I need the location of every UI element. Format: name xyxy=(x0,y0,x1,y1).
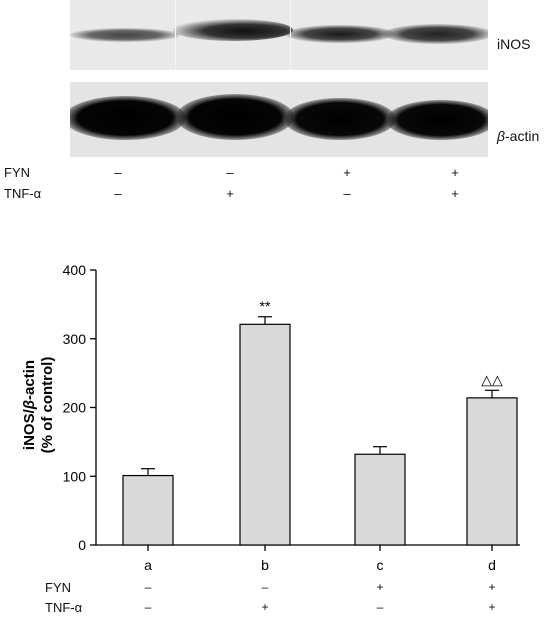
inos-blot xyxy=(70,0,488,70)
bar xyxy=(122,474,174,546)
y-tick-label: 0 xyxy=(78,537,86,553)
y-axis-label-line1: iNOS/β-actin xyxy=(21,360,38,450)
chart-fyn-sign: – xyxy=(144,580,152,594)
y-axis-label-part1: iNOS/ xyxy=(21,408,38,450)
y-tick-label: 100 xyxy=(63,468,87,484)
chart-fyn-label: FYN xyxy=(45,580,71,595)
inos-band-2 xyxy=(173,19,293,41)
bars: ** △△ xyxy=(122,298,518,546)
actin-band-3 xyxy=(284,98,396,140)
chart-tnf-sign: – xyxy=(376,600,384,614)
bar xyxy=(354,453,406,546)
blot-tnf-label: TNF-α xyxy=(4,186,42,201)
bar-chart: iNOS/β-actin (% of control) 0 100 200 300 40… xyxy=(21,262,520,573)
y-axis-label-beta: β xyxy=(21,400,38,410)
y-tick-label: 200 xyxy=(63,400,87,416)
x-tick-label: b xyxy=(261,557,269,573)
actin-band-1 xyxy=(70,96,186,140)
blot-fyn-sign-2: – xyxy=(226,165,234,180)
actin-label-beta: β xyxy=(497,128,505,144)
inos-band-3 xyxy=(285,25,395,43)
y-tick-label: 400 xyxy=(63,262,87,278)
blot-tnf-sign-1: – xyxy=(114,186,122,201)
inos-band-1 xyxy=(70,28,180,42)
x-tick-label: c xyxy=(377,557,384,573)
x-tick-label: d xyxy=(488,557,496,573)
chart-tnf-sign: – xyxy=(144,600,152,614)
blot-fyn-sign-4: + xyxy=(451,165,459,180)
actin-label-rest: -actin xyxy=(505,128,540,144)
chart-fyn-sign: – xyxy=(261,580,269,594)
y-tick-label: 300 xyxy=(63,331,87,347)
actin-band-2 xyxy=(176,94,294,140)
chart-tnf-sign: + xyxy=(488,600,496,614)
blot-fyn-label: FYN xyxy=(4,165,30,180)
x-tick-label: a xyxy=(144,557,152,573)
chart-fyn-sign: + xyxy=(488,580,496,594)
bar xyxy=(239,323,291,546)
chart-fyn-sign: + xyxy=(376,580,384,594)
blot-fyn-sign-1: – xyxy=(114,165,122,180)
blot-tnf-sign-3: – xyxy=(343,186,351,201)
blot-tnf-sign-4: + xyxy=(451,186,459,201)
blot-tnf-sign-2: + xyxy=(226,186,234,201)
chart-tnf-sign: + xyxy=(261,600,269,614)
chart-tnf-label: TNF-α xyxy=(45,600,83,615)
y-axis-label-line2: (% of control) xyxy=(39,357,56,454)
significance-marker: ** xyxy=(260,298,271,314)
inos-label: iNOS xyxy=(497,36,531,52)
actin-band-4 xyxy=(386,100,488,140)
significance-marker: △△ xyxy=(481,371,503,387)
blot-fyn-sign-3: + xyxy=(343,165,351,180)
y-axis-label: iNOS/β-actin (% of control) xyxy=(21,357,56,454)
y-axis-label-part2: -actin xyxy=(21,360,38,400)
actin-label: β-actin xyxy=(497,128,539,144)
inos-band-4 xyxy=(383,24,488,44)
bar xyxy=(466,397,518,546)
actin-blot xyxy=(70,82,488,157)
